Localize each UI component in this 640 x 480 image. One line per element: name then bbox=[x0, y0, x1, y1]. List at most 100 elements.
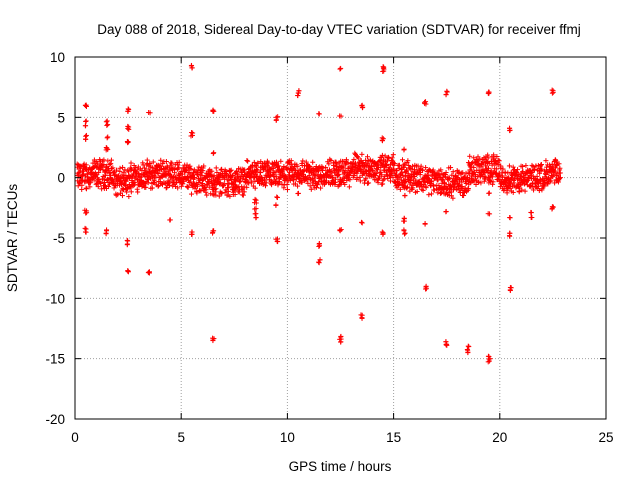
band-point bbox=[518, 174, 524, 180]
band-point bbox=[120, 164, 126, 170]
data-point bbox=[443, 209, 449, 215]
band-point bbox=[454, 174, 460, 180]
band-point bbox=[418, 163, 424, 169]
x-axis-label: GPS time / hours bbox=[289, 459, 392, 474]
band-point bbox=[196, 164, 202, 170]
band-point bbox=[111, 179, 117, 185]
band-point bbox=[486, 165, 492, 171]
data-point bbox=[443, 92, 449, 98]
data-point bbox=[486, 91, 492, 97]
data-point bbox=[402, 230, 408, 236]
band-point bbox=[197, 187, 203, 193]
band-point bbox=[95, 184, 101, 190]
band-point bbox=[436, 171, 442, 177]
data-point bbox=[83, 229, 89, 235]
band-point bbox=[195, 183, 201, 189]
band-point bbox=[400, 173, 406, 179]
band-point bbox=[287, 169, 293, 175]
band-point bbox=[117, 165, 123, 171]
band-point bbox=[137, 175, 143, 181]
data-point bbox=[83, 136, 89, 142]
data-point bbox=[317, 243, 323, 249]
data-point bbox=[359, 315, 365, 321]
band-point bbox=[213, 192, 219, 198]
band-point bbox=[136, 171, 142, 177]
band-point bbox=[167, 183, 173, 189]
y-tick-label: 10 bbox=[50, 50, 65, 65]
data-point bbox=[104, 122, 110, 128]
band-point bbox=[176, 165, 182, 171]
band-point bbox=[495, 157, 501, 163]
band-point bbox=[487, 178, 493, 184]
data-point bbox=[147, 110, 153, 116]
band-point bbox=[478, 180, 484, 186]
data-point bbox=[146, 269, 152, 275]
band-point bbox=[255, 160, 261, 166]
band-point bbox=[471, 155, 477, 161]
band-point bbox=[128, 160, 134, 166]
band-point bbox=[218, 180, 224, 186]
data-point bbox=[485, 359, 491, 365]
band-point bbox=[481, 169, 487, 175]
band-point bbox=[163, 159, 169, 165]
data-point bbox=[125, 126, 131, 132]
data-point bbox=[401, 146, 407, 152]
band-point bbox=[134, 167, 140, 173]
band-point bbox=[262, 183, 268, 189]
band-point bbox=[468, 161, 474, 167]
data-points bbox=[82, 62, 556, 365]
band-point bbox=[370, 168, 376, 174]
band-point bbox=[490, 179, 496, 185]
band-point bbox=[128, 189, 134, 195]
band-point bbox=[263, 180, 269, 186]
band-point bbox=[406, 162, 412, 168]
data-point bbox=[465, 186, 471, 192]
data-point bbox=[83, 123, 89, 129]
data-point bbox=[402, 185, 408, 191]
data-point bbox=[401, 231, 407, 237]
band-point bbox=[209, 168, 215, 174]
band-point bbox=[384, 162, 390, 168]
data-point bbox=[275, 114, 281, 120]
band-point bbox=[184, 162, 190, 168]
data-point bbox=[83, 132, 89, 138]
data-point bbox=[337, 113, 343, 119]
band-point bbox=[101, 162, 107, 168]
band-point bbox=[175, 185, 181, 191]
data-point bbox=[358, 312, 364, 318]
data-point bbox=[103, 231, 109, 237]
band-point bbox=[167, 163, 173, 169]
band-point bbox=[254, 163, 260, 169]
data-point bbox=[125, 108, 131, 114]
band-point bbox=[389, 155, 395, 161]
band-point bbox=[366, 180, 372, 186]
band-point bbox=[284, 187, 290, 193]
band-point bbox=[108, 157, 114, 163]
data-point bbox=[528, 209, 534, 215]
band-point bbox=[87, 180, 93, 186]
band-point bbox=[557, 165, 563, 171]
data-point bbox=[126, 126, 132, 132]
data-point bbox=[273, 117, 279, 123]
band-point bbox=[153, 174, 159, 180]
band-point bbox=[244, 157, 250, 163]
y-tick-label: -5 bbox=[53, 231, 65, 246]
band-point bbox=[414, 189, 420, 195]
data-point bbox=[486, 190, 492, 196]
band-point bbox=[310, 159, 316, 165]
data-point bbox=[83, 118, 89, 124]
band-point bbox=[411, 174, 417, 180]
data-point bbox=[295, 93, 301, 99]
band-point bbox=[477, 156, 483, 162]
band-point bbox=[155, 171, 161, 177]
data-point bbox=[274, 238, 280, 244]
band-point bbox=[419, 167, 425, 173]
band-point bbox=[482, 173, 488, 179]
band-point bbox=[219, 190, 225, 196]
data-point bbox=[549, 205, 555, 211]
x-tick-label: 5 bbox=[177, 430, 185, 445]
band-point bbox=[294, 164, 300, 170]
band-point bbox=[381, 176, 387, 182]
data-point bbox=[549, 90, 555, 96]
